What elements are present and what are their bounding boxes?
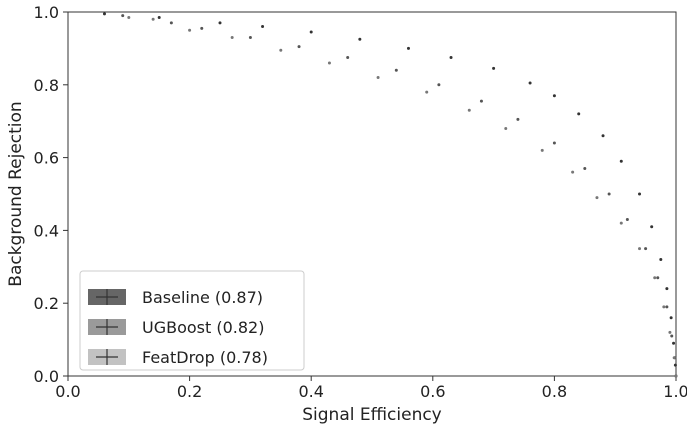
series-1 xyxy=(121,14,678,378)
data-point xyxy=(672,356,676,360)
y-axis-ticks: 0.0 0.2 0.4 0.6 0.8 1.0 xyxy=(34,3,68,386)
data-point xyxy=(656,276,660,280)
data-point xyxy=(309,30,313,34)
data-point xyxy=(188,28,192,32)
data-point xyxy=(638,192,642,196)
legend-label: Baseline (0.87) xyxy=(142,288,263,307)
data-point xyxy=(358,37,362,41)
legend-box xyxy=(79,270,305,371)
data-point xyxy=(650,225,654,229)
legend-label: FeatDrop (0.78) xyxy=(142,348,268,367)
data-point xyxy=(248,35,252,39)
data-point xyxy=(670,334,674,338)
data-point xyxy=(127,15,131,19)
data-point xyxy=(619,159,623,163)
data-point xyxy=(662,305,666,309)
data-point xyxy=(583,167,587,171)
data-point xyxy=(376,76,380,80)
x-axis-ticks: 0.0 0.2 0.4 0.6 0.8 1.0 xyxy=(55,376,687,401)
data-point xyxy=(665,305,669,309)
data-point xyxy=(619,221,623,225)
y-tick-label: 0.6 xyxy=(34,149,59,168)
data-point xyxy=(673,363,677,367)
legend: Baseline (0.87) UGBoost (0.82) FeatDrop (0… xyxy=(79,270,305,371)
data-point xyxy=(437,83,441,87)
data-point xyxy=(638,247,642,251)
data-point xyxy=(230,35,234,39)
data-point xyxy=(406,46,410,50)
data-point xyxy=(297,45,301,49)
data-point xyxy=(327,61,331,65)
data-point xyxy=(625,217,629,221)
y-tick-label: 0.8 xyxy=(34,76,59,95)
data-point xyxy=(121,14,125,18)
x-tick-label: 0.2 xyxy=(177,382,202,401)
data-point xyxy=(644,247,648,251)
data-point xyxy=(261,25,265,29)
y-tick-label: 0.4 xyxy=(34,221,59,240)
data-point xyxy=(151,17,155,21)
series-layer xyxy=(102,12,678,378)
data-point xyxy=(540,148,544,152)
data-point xyxy=(672,341,676,345)
data-point xyxy=(449,56,453,59)
data-point xyxy=(665,287,669,291)
data-point xyxy=(528,81,532,85)
data-point xyxy=(279,48,283,52)
data-point xyxy=(669,316,673,320)
data-point xyxy=(504,126,508,130)
data-point xyxy=(218,21,222,25)
data-point xyxy=(607,192,611,196)
data-point xyxy=(674,374,678,378)
data-point xyxy=(653,276,657,280)
data-point xyxy=(601,134,605,138)
x-tick-label: 0.0 xyxy=(55,382,80,401)
x-tick-label: 0.8 xyxy=(542,382,567,401)
data-point xyxy=(102,12,106,16)
data-point xyxy=(571,170,575,174)
data-point xyxy=(479,99,483,103)
data-point xyxy=(552,141,556,145)
data-point xyxy=(200,26,204,30)
data-point xyxy=(157,15,161,19)
legend-label: UGBoost (0.82) xyxy=(142,318,264,337)
data-point xyxy=(552,94,556,98)
data-point xyxy=(425,90,429,94)
data-point xyxy=(516,117,520,121)
data-point xyxy=(394,68,398,72)
data-point xyxy=(492,66,496,70)
x-tick-label: 0.4 xyxy=(298,382,323,401)
data-point xyxy=(467,108,471,112)
x-axis-label: Signal Efficiency xyxy=(302,405,442,425)
series-2 xyxy=(127,15,678,378)
x-tick-label: 1.0 xyxy=(663,382,687,401)
y-tick-label: 0.0 xyxy=(34,367,59,386)
y-tick-label: 0.2 xyxy=(34,294,59,313)
data-point xyxy=(595,196,599,200)
data-point xyxy=(577,112,581,116)
x-tick-label: 0.6 xyxy=(420,382,445,401)
series-0 xyxy=(102,12,678,378)
data-point xyxy=(346,56,350,59)
data-point xyxy=(169,21,173,25)
y-axis-label: Background Rejection xyxy=(6,101,26,286)
y-tick-label: 1.0 xyxy=(34,3,59,22)
data-point xyxy=(668,330,672,334)
data-point xyxy=(659,258,663,262)
plot-area-frame xyxy=(67,11,677,377)
